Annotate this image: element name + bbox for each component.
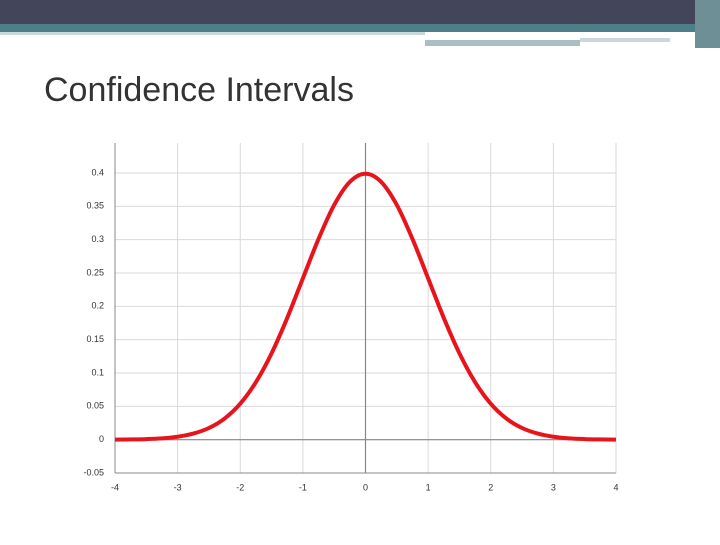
x-tick-label: 3 [551, 482, 556, 492]
x-tick-label: 2 [488, 482, 493, 492]
y-tick-label: 0.3 [91, 234, 104, 244]
plot: -0.05 0 0.05 0.1 0.15 0.2 0.25 0.3 0.35 0.4 -4 -3 -2… [83, 143, 619, 492]
header-line [0, 32, 425, 35]
header-stripe [0, 24, 720, 32]
y-tick-label: 0.25 [86, 267, 104, 277]
x-tick-label: -4 [111, 482, 119, 492]
x-tick-label: 4 [613, 482, 618, 492]
y-tick-label: -0.05 [83, 467, 104, 477]
y-tick-label: 0.1 [91, 367, 104, 377]
slide-title: Confidence Intervals [44, 71, 354, 109]
x-tick-label: -1 [299, 482, 307, 492]
y-tick-label: 0.35 [86, 201, 104, 211]
header-line [580, 38, 670, 42]
x-tick-label: -2 [236, 482, 244, 492]
y-tick-label: 0.05 [86, 401, 104, 411]
header-line [425, 40, 580, 46]
y-tick-label: 0.4 [91, 167, 104, 177]
y-tick-label: 0 [99, 434, 104, 444]
y-tick-label: 0.2 [91, 301, 104, 311]
curve [114, 171, 617, 442]
x-tick-label: -3 [174, 482, 182, 492]
x-tick-label: 0 [363, 482, 368, 492]
header-block [695, 0, 720, 48]
y-tick-label: 0.15 [86, 334, 104, 344]
x-tick-label: 1 [426, 482, 431, 492]
header-bar [0, 0, 720, 24]
